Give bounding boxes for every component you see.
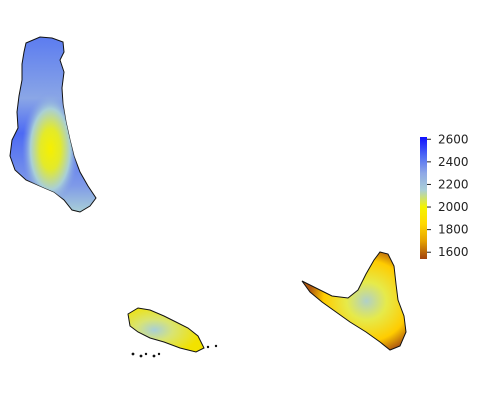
islet-dot <box>131 352 135 356</box>
island-moheli-shape <box>127 307 205 353</box>
islet-dot <box>139 354 143 358</box>
legend-tick-label: 2400 <box>438 155 469 169</box>
legend-tick-label: 1600 <box>438 245 469 259</box>
islet-dot <box>157 352 161 356</box>
legend-ticks: 2600 2400 2200 2000 1800 1600 <box>427 132 469 259</box>
legend-colorbar <box>420 137 427 259</box>
island-anjouan <box>301 251 407 351</box>
legend-tick-label: 1800 <box>438 223 469 237</box>
islet-dot <box>206 345 210 349</box>
island-moheli <box>127 307 218 358</box>
islet-dot <box>214 344 218 348</box>
island-grande-comore <box>9 36 97 213</box>
legend-tick-label: 2200 <box>438 177 469 191</box>
legend-tick-label: 2000 <box>438 200 469 214</box>
islet-dot <box>144 352 148 356</box>
island-anjouan-shape <box>301 251 407 351</box>
legend: 2600 2400 2200 2000 1800 1600 <box>420 132 469 259</box>
islet-dot <box>152 354 156 358</box>
island-grande-comore-core <box>10 37 96 212</box>
legend-tick-label: 2600 <box>438 132 469 146</box>
